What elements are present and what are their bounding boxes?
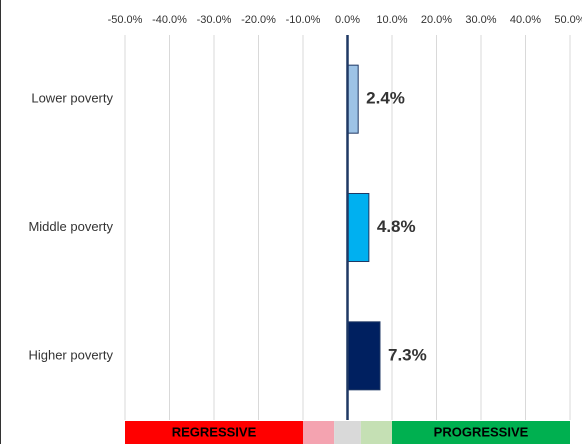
scale-band bbox=[334, 421, 361, 444]
x-tick-label: -30.0% bbox=[197, 14, 232, 26]
x-tick-label: 20.0% bbox=[421, 14, 452, 26]
x-tick-label: -20.0% bbox=[241, 14, 276, 26]
x-tick-label: -50.0% bbox=[108, 14, 143, 26]
scale-band bbox=[125, 421, 303, 444]
value-label: 2.4% bbox=[366, 89, 405, 108]
value-label: 4.8% bbox=[377, 217, 416, 236]
band-label: REGRESSIVE bbox=[172, 424, 257, 439]
scale-band bbox=[392, 421, 570, 444]
x-tick-label: 40.0% bbox=[510, 14, 541, 26]
bar bbox=[347, 192, 370, 263]
y-tick-label: Lower poverty bbox=[31, 91, 113, 106]
bar bbox=[347, 64, 359, 134]
x-tick-label: -40.0% bbox=[152, 14, 187, 26]
x-tick-label: 50.0% bbox=[554, 14, 582, 26]
scale-band bbox=[360, 421, 392, 444]
x-tick-label: -10.0% bbox=[286, 14, 321, 26]
x-tick-label: 0.0% bbox=[335, 14, 360, 26]
y-tick-label: Middle poverty bbox=[28, 219, 113, 234]
x-tick-label: 10.0% bbox=[376, 14, 407, 26]
value-label: 7.3% bbox=[388, 345, 427, 364]
y-tick-label: Higher poverty bbox=[28, 347, 113, 362]
x-tick-label: 30.0% bbox=[465, 14, 496, 26]
bar bbox=[347, 321, 381, 391]
scale-band bbox=[303, 421, 335, 444]
band-label: PROGRESSIVE bbox=[434, 424, 529, 439]
